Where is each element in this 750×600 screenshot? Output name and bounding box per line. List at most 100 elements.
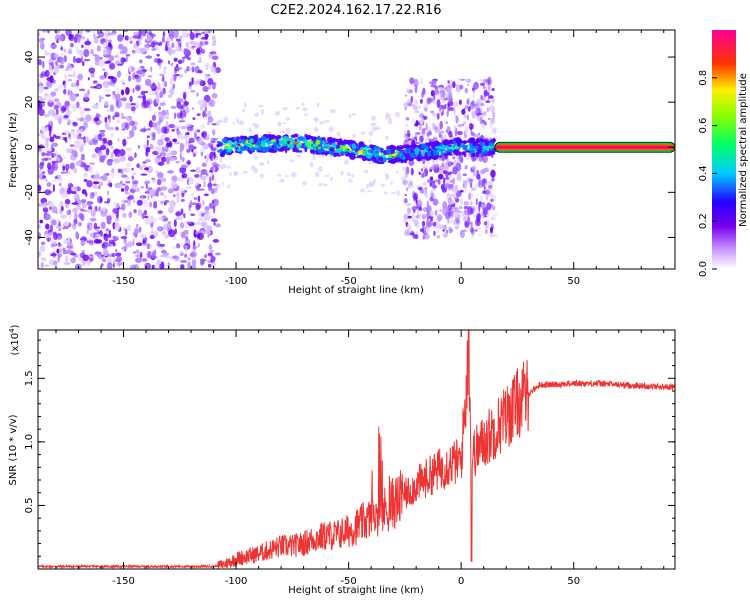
spectrogram-cell bbox=[472, 141, 478, 145]
spectrogram-cell bbox=[175, 43, 181, 52]
spectrogram-cell bbox=[207, 263, 212, 268]
spectrogram-cell bbox=[78, 117, 85, 122]
spectrogram-cell bbox=[187, 258, 191, 261]
spectrogram-cell bbox=[89, 86, 97, 89]
spectrogram-cell bbox=[425, 227, 430, 234]
spectrogram-cell bbox=[115, 99, 119, 108]
spectrogram-cell bbox=[453, 109, 457, 117]
spectrogram-cell bbox=[120, 188, 125, 192]
spectrogram-cell bbox=[253, 156, 259, 160]
spectrogram-cell bbox=[132, 199, 136, 204]
spectrogram-cell bbox=[420, 143, 427, 149]
spectrogram-cell bbox=[419, 116, 425, 125]
spectrogram-cell bbox=[146, 135, 150, 139]
spectrogram-cell bbox=[286, 147, 291, 151]
spectrogram-cell bbox=[127, 195, 135, 200]
x-tick-label: -50 bbox=[340, 276, 356, 287]
spectrogram-cell bbox=[483, 79, 487, 83]
spectrogram-cell bbox=[38, 85, 44, 94]
spectrogram-cell bbox=[308, 135, 314, 138]
spectrogram-cell bbox=[426, 200, 429, 210]
spectrogram-cell bbox=[153, 57, 160, 63]
spectrogram-cell bbox=[52, 179, 59, 182]
spectrogram-cell bbox=[179, 152, 182, 160]
spectrogram-cell bbox=[149, 105, 152, 111]
spectrogram-cell bbox=[60, 106, 66, 114]
spectrogram-cell bbox=[235, 149, 238, 154]
spectrogram-cell bbox=[217, 119, 223, 123]
spectrogram-cell bbox=[51, 61, 55, 70]
spectrogram-cell bbox=[85, 114, 92, 122]
spectrogram-cell bbox=[117, 152, 122, 157]
spectrogram-cell bbox=[263, 146, 270, 152]
spectrogram-cell bbox=[70, 82, 77, 88]
spectrogram-cell bbox=[196, 92, 199, 97]
spectrogram-cell bbox=[484, 100, 491, 103]
spectrogram-cell bbox=[206, 133, 210, 142]
spectrogram-cell bbox=[276, 173, 282, 177]
spectrogram-cell bbox=[145, 183, 149, 190]
spectrogram-cell bbox=[273, 141, 277, 148]
spectrogram-cell bbox=[60, 214, 67, 219]
spectrogram-cell bbox=[202, 110, 206, 117]
spectrogram-cell bbox=[107, 75, 115, 80]
spectrogram-cell bbox=[107, 32, 113, 36]
spectrogram-cell bbox=[268, 141, 274, 145]
spectrogram-cell bbox=[45, 140, 49, 149]
spectrogram-cell bbox=[76, 134, 80, 140]
spectrogram-cell bbox=[51, 160, 56, 165]
spectrogram-cell bbox=[245, 139, 249, 145]
spectrogram-cell bbox=[481, 181, 485, 188]
spectrogram-cell bbox=[403, 213, 410, 220]
spectrogram-cell bbox=[104, 121, 109, 130]
spectrogram-cell bbox=[151, 48, 157, 51]
spectrogram-cell bbox=[203, 180, 206, 188]
spectrogram-cell bbox=[404, 170, 409, 178]
colorbar-tick-label: 0.2 bbox=[698, 213, 709, 229]
spectrogram-cell bbox=[111, 252, 116, 258]
spectrogram-cell bbox=[474, 102, 480, 110]
spectrogram-cell bbox=[38, 203, 41, 207]
spectrogram-cell bbox=[176, 64, 179, 67]
x-tick-label: -100 bbox=[225, 276, 248, 287]
spectrogram-cell bbox=[108, 229, 111, 235]
spectrogram-cell bbox=[210, 64, 215, 73]
spectrogram-cell bbox=[183, 142, 188, 148]
x-tick-label: 50 bbox=[567, 276, 580, 287]
spectrogram-cell bbox=[156, 171, 164, 179]
spectrogram-cell bbox=[179, 35, 183, 40]
spectrogram-cell bbox=[199, 105, 204, 111]
spectrogram-cell bbox=[163, 81, 168, 87]
spectrogram-cell bbox=[179, 222, 185, 229]
x-tick-label: 0 bbox=[458, 276, 464, 287]
spectrogram-cell bbox=[208, 244, 213, 251]
spectrogram-cell bbox=[197, 242, 200, 248]
spectrogram-cell bbox=[288, 159, 295, 162]
spectrogram-cell bbox=[408, 144, 414, 149]
spectrogram-cell bbox=[445, 211, 451, 220]
spectrogram-cell bbox=[105, 94, 111, 97]
spectrogram-cell bbox=[151, 177, 155, 181]
spectrogram-cell bbox=[115, 87, 120, 94]
snr-multiplier-exp: 4 bbox=[8, 328, 16, 333]
colorbar-tick-label: 0.8 bbox=[698, 70, 709, 86]
spectrogram-cell bbox=[419, 188, 425, 194]
spectrogram-cell bbox=[51, 205, 58, 214]
spectrogram-cell bbox=[53, 65, 60, 74]
spectrogram-cell bbox=[427, 220, 434, 227]
spectrogram-cell bbox=[331, 142, 337, 147]
spectrogram-cell bbox=[195, 33, 199, 39]
spectrogram-cell bbox=[452, 81, 456, 89]
spectrogram-cell bbox=[135, 257, 142, 263]
spectrogram-cell bbox=[105, 71, 108, 77]
spectrogram-cell bbox=[57, 117, 62, 125]
spectrogram-cell bbox=[193, 41, 201, 48]
spectrogram-cell bbox=[164, 145, 168, 149]
figure-title: C2E2.2024.162.17.22.R16 bbox=[270, 3, 441, 18]
spectrogram-cell bbox=[112, 90, 116, 96]
spectrogram-cell bbox=[385, 114, 389, 121]
spectrogram-cell bbox=[83, 178, 88, 182]
spectrogram-cell bbox=[144, 78, 152, 87]
spectrogram-cell bbox=[43, 213, 51, 221]
spectrogram-cell bbox=[77, 221, 83, 227]
